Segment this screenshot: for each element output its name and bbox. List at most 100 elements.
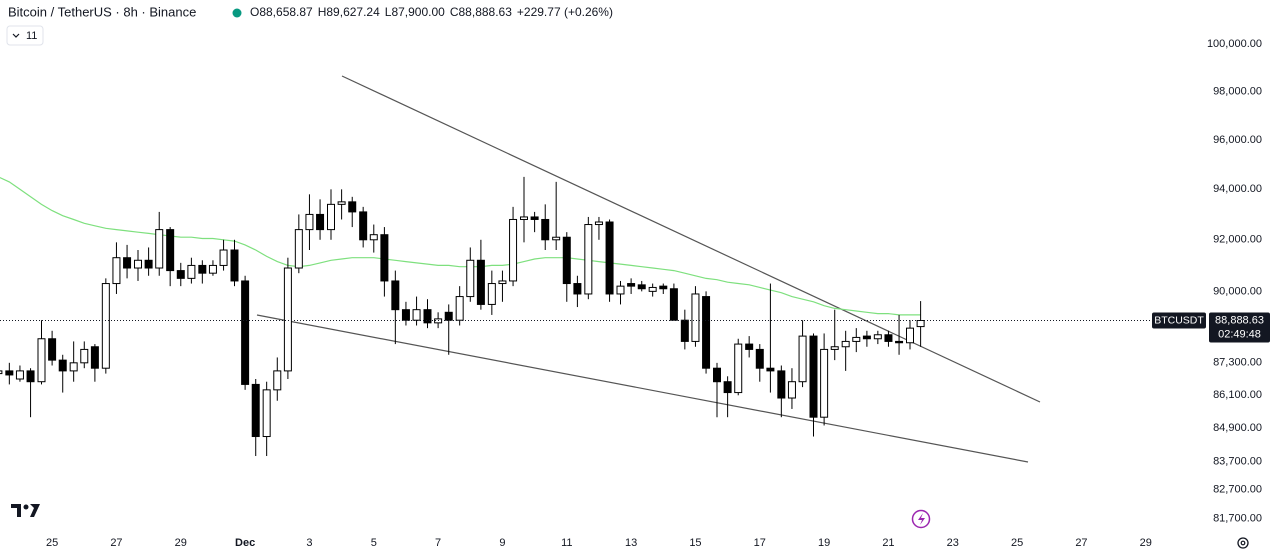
candle-body <box>702 296 711 369</box>
ohlc-value: C88,888.63 <box>450 5 512 19</box>
lightning-icon[interactable] <box>911 509 931 529</box>
candle-body <box>337 201 346 205</box>
candle-body <box>509 218 518 282</box>
y-tick-label: 90,000.00 <box>1213 285 1262 297</box>
candle-body <box>144 259 153 269</box>
settings-icon[interactable] <box>1237 537 1249 549</box>
candle-body <box>176 270 185 279</box>
ohlc-value: H89,627.24 <box>318 5 380 19</box>
candle-body <box>787 381 796 399</box>
symbol-badge <box>1152 312 1206 329</box>
candle-body <box>519 216 528 220</box>
candle-body <box>208 264 217 274</box>
x-tick-label: 5 <box>371 537 377 549</box>
moving-average <box>0 176 921 316</box>
plot-area <box>0 75 1041 463</box>
candle-body <box>798 335 807 383</box>
candle-body <box>26 370 35 383</box>
tv-logo <box>11 504 40 517</box>
candle-body <box>616 285 625 295</box>
candle-body <box>5 370 14 376</box>
indicator-toggle[interactable] <box>6 25 44 46</box>
candle-body <box>530 216 539 220</box>
indicator-count: 11 <box>26 30 37 42</box>
x-tick-label: 29 <box>175 537 187 549</box>
y-tick-label: 100,000.00 <box>1207 38 1262 50</box>
candle-body <box>48 338 57 361</box>
candle-body <box>637 284 646 290</box>
candle-body <box>745 343 754 350</box>
candle-body <box>713 367 721 383</box>
candle-body <box>187 264 196 279</box>
candle-body <box>852 336 861 342</box>
candle-body <box>498 280 507 285</box>
x-tick-label: Dec <box>235 537 255 549</box>
x-tick-label: 27 <box>110 537 122 549</box>
countdown: 02:49:48 <box>1218 328 1261 340</box>
candle-body <box>101 283 110 369</box>
candle-body <box>219 249 228 266</box>
candle-body <box>884 334 893 342</box>
last-price-label: 88,888.63 <box>1215 314 1264 326</box>
y-tick-label: 81,700.00 <box>1213 512 1262 524</box>
candle-body <box>166 229 175 272</box>
x-tick-label: 7 <box>435 537 441 549</box>
y-tick-label: 84,900.00 <box>1213 422 1262 434</box>
candle-body <box>401 309 410 321</box>
candle-body <box>584 224 593 295</box>
candle-body <box>487 283 496 305</box>
candle-body <box>0 370 3 375</box>
ohlc-value: +229.77 (+0.26%) <box>517 5 613 19</box>
y-tick-label: 98,000.00 <box>1213 85 1262 97</box>
candle-body <box>830 346 839 350</box>
candle-body <box>262 389 271 438</box>
y-tick-label: 83,700.00 <box>1213 456 1262 468</box>
candle-body <box>423 309 432 324</box>
x-tick-label: 9 <box>499 537 505 549</box>
x-tick-label: 13 <box>625 537 637 549</box>
x-tick-label: 27 <box>1075 537 1087 549</box>
candle-body <box>862 335 871 340</box>
candle-body <box>294 229 303 269</box>
candle-body <box>562 236 571 285</box>
candle-body <box>241 280 250 385</box>
x-tick-label: 3 <box>306 537 312 549</box>
candle-body <box>305 213 314 231</box>
candle-body <box>391 280 400 311</box>
y-tick-label: 96,000.00 <box>1213 134 1262 146</box>
candle-body <box>326 203 335 231</box>
candle-body <box>594 221 603 226</box>
candle-body <box>809 335 818 418</box>
candle-body <box>755 348 764 369</box>
candle-body <box>155 229 164 269</box>
candle-body <box>123 257 132 269</box>
candle-body <box>691 293 700 342</box>
candle-body <box>680 319 689 342</box>
candle-body <box>573 283 582 295</box>
candle-body <box>820 348 829 418</box>
candle-body <box>541 218 550 241</box>
x-tick-label: 17 <box>754 537 766 549</box>
y-tick-label: 87,300.00 <box>1213 357 1262 369</box>
candle-body <box>112 257 121 285</box>
candle-body <box>230 249 239 282</box>
candle-body <box>90 346 99 369</box>
candle-body <box>198 264 207 274</box>
candle-body <box>906 327 915 344</box>
price-badge <box>1209 312 1270 343</box>
y-tick-label: 86,100.00 <box>1213 389 1262 401</box>
ohlc-value: O88,658.87 <box>250 5 313 19</box>
y-tick-label: 94,000.00 <box>1213 183 1262 195</box>
candle-body <box>734 343 743 394</box>
candle-body <box>69 362 78 372</box>
candle-body <box>133 259 142 269</box>
trendline-upper <box>341 75 1041 403</box>
x-tick-label: 11 <box>561 537 572 549</box>
candle-body <box>659 285 668 290</box>
candle-body <box>552 236 561 241</box>
candle-body <box>80 348 89 364</box>
candle-body <box>627 283 636 287</box>
status-dot <box>232 8 242 18</box>
x-tick-label: 25 <box>46 537 58 549</box>
